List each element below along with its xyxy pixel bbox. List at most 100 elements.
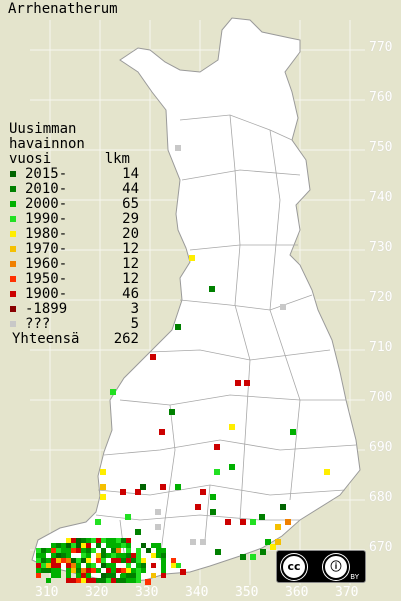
grid-label-y-730: 730 bbox=[369, 240, 393, 255]
observation-square bbox=[36, 548, 41, 553]
legend-row: 1990- 29 bbox=[9, 212, 139, 227]
observation-square bbox=[209, 286, 215, 292]
observation-square bbox=[81, 548, 86, 553]
cc-by-license-badge[interactable]: cc ⓘ BY bbox=[276, 550, 366, 583]
observation-square bbox=[86, 543, 91, 548]
observation-square bbox=[159, 429, 165, 435]
observation-square bbox=[116, 578, 121, 583]
observation-dots bbox=[36, 145, 330, 585]
observation-square bbox=[175, 324, 181, 330]
observation-square bbox=[116, 558, 121, 563]
attribution-icon: ⓘ bbox=[323, 554, 349, 580]
legend-swatch bbox=[10, 276, 16, 282]
grid-label-y-740: 740 bbox=[369, 190, 393, 205]
legend-swatch bbox=[10, 246, 16, 252]
observation-square bbox=[146, 548, 151, 553]
observation-square bbox=[126, 538, 131, 543]
observation-square bbox=[290, 429, 296, 435]
observation-square bbox=[116, 543, 121, 548]
legend-row-label: ??? bbox=[25, 316, 51, 332]
observation-square bbox=[41, 548, 46, 553]
legend-row-count: 5 bbox=[130, 316, 139, 332]
observation-square bbox=[66, 573, 71, 578]
observation-square bbox=[214, 444, 220, 450]
observation-square bbox=[51, 553, 56, 558]
observation-square bbox=[151, 573, 156, 578]
observation-square bbox=[91, 568, 96, 573]
observation-square bbox=[51, 563, 56, 568]
observation-square bbox=[46, 558, 51, 563]
legend-row-label: 2000- bbox=[25, 196, 68, 212]
observation-square bbox=[66, 543, 71, 548]
observation-square bbox=[66, 538, 71, 543]
legend-row-count: 12 bbox=[122, 271, 139, 287]
observation-square bbox=[91, 563, 96, 568]
legend-row: 1980- 20 bbox=[9, 227, 139, 242]
observation-square bbox=[71, 543, 76, 548]
observation-square bbox=[96, 538, 101, 543]
grid-label-y-700: 700 bbox=[369, 390, 393, 405]
observation-square bbox=[136, 558, 141, 563]
legend-swatch bbox=[10, 201, 16, 207]
observation-square bbox=[96, 558, 101, 563]
observation-square bbox=[121, 578, 126, 583]
observation-square bbox=[106, 578, 111, 583]
observation-square bbox=[116, 553, 121, 558]
observation-square bbox=[61, 558, 66, 563]
observation-square bbox=[275, 524, 281, 530]
grid-label-x-370: 370 bbox=[335, 585, 359, 600]
legend-count-heading: lkm bbox=[104, 151, 130, 167]
observation-square bbox=[270, 544, 276, 550]
grid-label-y-680: 680 bbox=[369, 490, 393, 505]
observation-square bbox=[161, 548, 166, 553]
grid-label-y-760: 760 bbox=[369, 90, 393, 105]
observation-square bbox=[131, 553, 136, 558]
observation-square bbox=[106, 543, 111, 548]
observation-square bbox=[36, 568, 41, 573]
observation-square bbox=[131, 573, 136, 578]
observation-square bbox=[41, 553, 46, 558]
observation-square bbox=[100, 469, 106, 475]
observation-square bbox=[151, 553, 156, 558]
observation-square bbox=[136, 548, 141, 553]
legend-row-count: 29 bbox=[122, 211, 139, 227]
observation-square bbox=[111, 558, 116, 563]
observation-square bbox=[76, 578, 81, 583]
observation-square bbox=[140, 484, 146, 490]
observation-square bbox=[76, 548, 81, 553]
observation-square bbox=[141, 543, 146, 548]
observation-square bbox=[200, 489, 206, 495]
observation-square bbox=[280, 504, 286, 510]
legend-swatch bbox=[10, 186, 16, 192]
grid-label-x-360: 360 bbox=[285, 585, 309, 600]
grid-label-x-350: 350 bbox=[235, 585, 259, 600]
observation-square bbox=[151, 563, 156, 568]
grid-label-y-710: 710 bbox=[369, 340, 393, 355]
observation-square bbox=[51, 548, 56, 553]
observation-square bbox=[86, 538, 91, 543]
observation-square bbox=[56, 558, 61, 563]
observation-square bbox=[240, 519, 246, 525]
municipality-borders bbox=[95, 114, 357, 561]
observation-square bbox=[56, 548, 61, 553]
observation-square bbox=[200, 539, 206, 545]
legend-row-label: 1900- bbox=[25, 286, 68, 302]
observation-square bbox=[81, 553, 86, 558]
observation-square bbox=[214, 469, 220, 475]
legend-row: 2015- 14 bbox=[9, 167, 139, 182]
observation-square bbox=[91, 548, 96, 553]
observation-square bbox=[324, 469, 330, 475]
observation-square bbox=[51, 558, 56, 563]
observation-square bbox=[76, 538, 81, 543]
observation-square bbox=[260, 549, 266, 555]
observation-square bbox=[100, 484, 106, 490]
observation-square bbox=[66, 558, 71, 563]
observation-square bbox=[175, 145, 181, 151]
observation-square bbox=[51, 543, 56, 548]
observation-square bbox=[71, 548, 76, 553]
observation-square bbox=[195, 504, 201, 510]
grid-label-y-750: 750 bbox=[369, 140, 393, 155]
observation-square bbox=[46, 578, 51, 583]
grid-label-y-670: 670 bbox=[369, 540, 393, 555]
observation-square bbox=[76, 563, 81, 568]
